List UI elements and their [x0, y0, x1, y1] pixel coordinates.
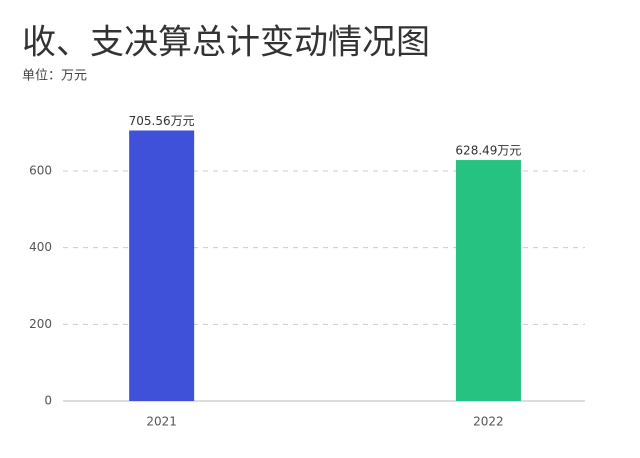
value-label: 705.56万元: [129, 114, 195, 128]
chart-subtitle: 单位：万元: [22, 69, 87, 84]
y-tick-label: 600: [29, 163, 52, 177]
x-tick-label: 2022: [473, 415, 504, 429]
value-label: 628.49万元: [455, 144, 521, 158]
y-tick-label: 0: [44, 394, 52, 408]
bar: [455, 160, 521, 401]
y-tick-label: 200: [29, 317, 52, 331]
x-tick-label: 2021: [146, 415, 177, 429]
chart-title: 收、支决算总计变动情况图: [22, 23, 430, 63]
y-tick-label: 400: [29, 240, 52, 254]
bar: [129, 130, 195, 402]
